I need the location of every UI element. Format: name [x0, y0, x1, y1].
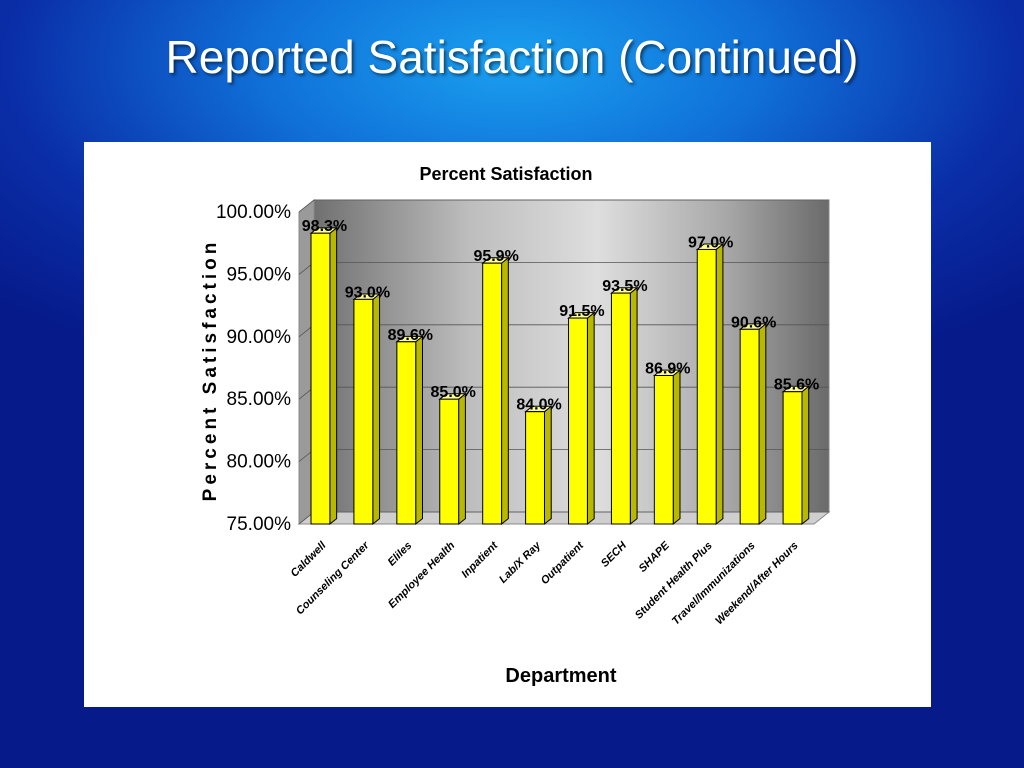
bar [352, 292, 381, 526]
data-label: 85.6% [774, 377, 819, 394]
data-label: 91.5% [559, 303, 604, 320]
x-tick-label: Outpatient [539, 539, 587, 587]
bar [309, 226, 339, 526]
data-label: 89.6% [388, 327, 433, 344]
x-tick-label: Caldwell [289, 539, 330, 580]
data-label: 93.0% [345, 284, 390, 301]
bar [781, 385, 811, 526]
bar [438, 392, 467, 526]
x-tick-label: Travel/Immunizations [670, 540, 758, 628]
y-tick-label: 80.00% [227, 452, 292, 473]
x-tick-label: Eliles [386, 540, 415, 569]
x-axis-label: Department [505, 665, 616, 687]
y-tick-label: 90.00% [227, 327, 292, 348]
bar [610, 286, 639, 526]
x-tick-label: SECH [599, 539, 630, 570]
x-tick-label: Student Health Plus [633, 540, 715, 622]
x-tick-label: Counseling Center [294, 539, 372, 617]
bar [567, 311, 596, 526]
data-label: 98.3% [302, 218, 347, 235]
data-label: 95.9% [473, 248, 518, 265]
data-label: 93.5% [602, 278, 647, 295]
grid-line [298, 199, 829, 213]
x-tick-label: Lab/X Ray [497, 539, 544, 586]
chart-panel: 75.00% 80.00% 85.00% 90.00% 95.00% 100.00% Ca… [84, 142, 931, 707]
bar [738, 322, 768, 526]
y-tick-label: 75.00% [227, 514, 292, 535]
data-label: 84.0% [516, 397, 561, 414]
data-label: 90.6% [731, 314, 776, 331]
chart-title: Percent Satisfaction [419, 164, 592, 184]
y-tick-label: 100.00% [216, 202, 291, 223]
slide-title: Reported Satisfaction (Continued) [165, 31, 859, 83]
y-tick-label: 95.00% [227, 264, 292, 285]
bar [524, 405, 553, 526]
x-tick-label: Weekend/After Hours [713, 540, 800, 627]
bar [395, 335, 424, 526]
bar-chart: 75.00% 80.00% 85.00% 90.00% 95.00% 100.00% Ca… [200, 164, 831, 687]
data-label: 85.0% [431, 384, 476, 401]
x-tick-label: SHAPE [637, 539, 673, 575]
y-axis-label: Percent Satisfaction [200, 239, 221, 502]
data-label: 97.0% [688, 234, 733, 251]
bar [652, 369, 682, 526]
data-label: 86.9% [645, 360, 690, 377]
x-tick-label: Inpatient [459, 539, 501, 581]
bar [481, 256, 510, 526]
bar [695, 242, 725, 526]
y-tick-label: 85.00% [227, 389, 292, 410]
